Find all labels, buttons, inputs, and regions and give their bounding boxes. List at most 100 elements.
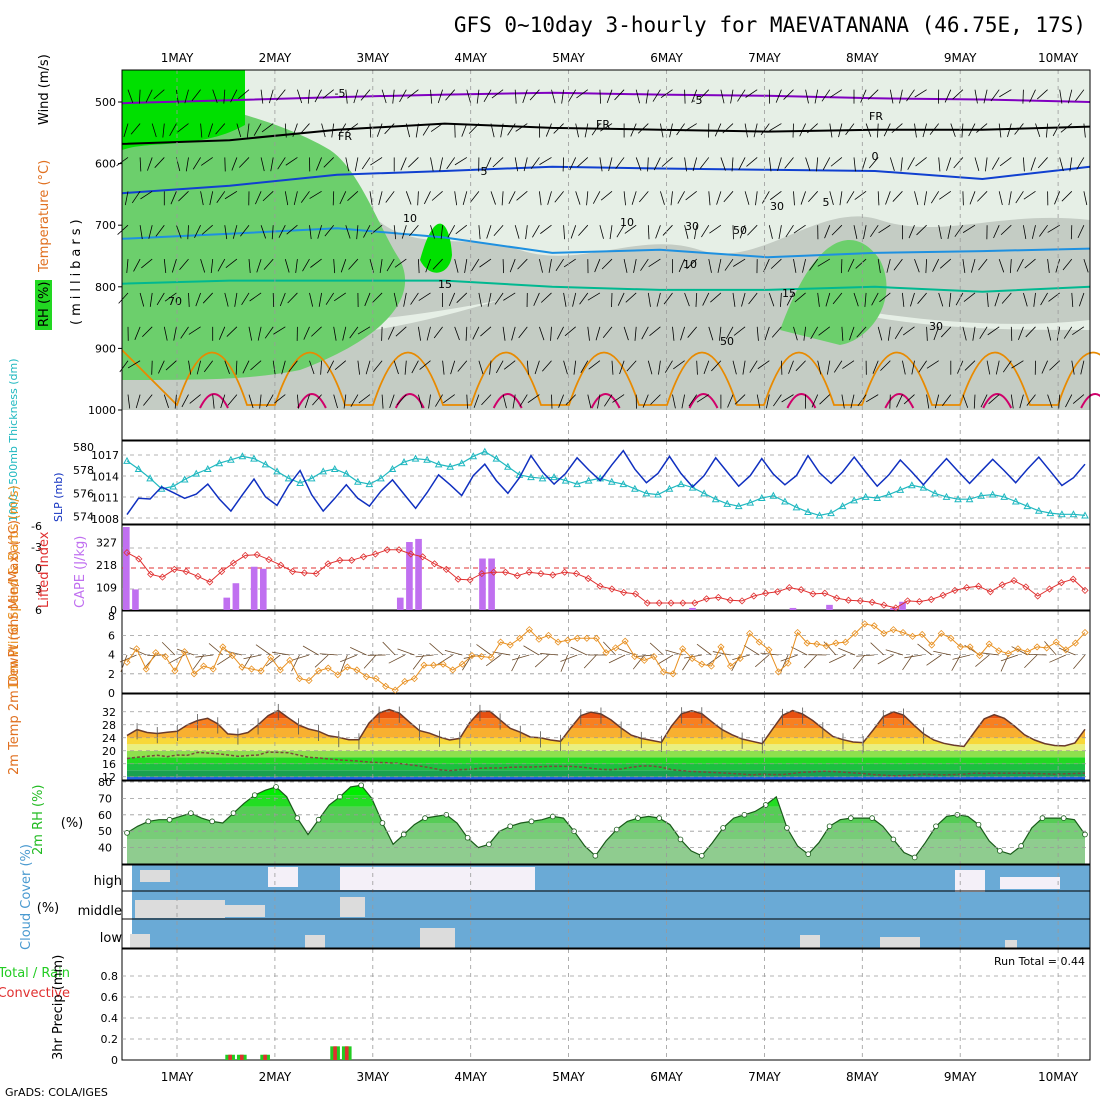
- wind-barb: [631, 191, 637, 205]
- wind-barb: [555, 258, 564, 272]
- wind-barb: [617, 292, 625, 306]
- wind-barb: [974, 157, 980, 172]
- thickness-point: [631, 484, 639, 492]
- wind-speed-point: [621, 637, 629, 645]
- wind-barb: [171, 258, 177, 273]
- cape-bar: [223, 597, 231, 610]
- wind-barb: [570, 225, 577, 239]
- wind-barb: [833, 360, 843, 373]
- wind-barb: [1008, 191, 1012, 206]
- wind-barb-10m: [314, 654, 329, 668]
- wind-barb: [1019, 394, 1024, 409]
- wind-barb: [231, 157, 238, 171]
- temp-band: [127, 776, 1085, 780]
- wind-barb: [1071, 360, 1075, 375]
- pressure-tick-label: 700: [95, 219, 116, 232]
- wind-barb: [655, 225, 661, 239]
- thickness-point: [504, 462, 512, 470]
- wind-barb: [134, 326, 141, 340]
- wind-barb: [771, 326, 782, 338]
- rh-point: [400, 831, 407, 838]
- thickness-point: [781, 497, 789, 505]
- wind-barb: [645, 89, 649, 104]
- wind-barb-10m: [463, 654, 482, 659]
- wind-barb: [602, 326, 613, 338]
- wind-barb: [481, 394, 492, 406]
- cloud-mid-light: [135, 900, 225, 918]
- wind-barb: [556, 326, 564, 340]
- wind-barb: [192, 157, 201, 170]
- wind-barb: [149, 292, 153, 307]
- cloud-clear: [268, 867, 298, 887]
- wind-barb: [732, 292, 736, 307]
- wind-barb: [1060, 123, 1073, 133]
- wind-barb: [268, 89, 274, 104]
- wind-barb-10m: [755, 654, 770, 668]
- wind-barb: [300, 191, 310, 203]
- cape-tick: 109: [96, 582, 117, 595]
- wind-barb: [899, 89, 903, 104]
- wind-barb: [203, 360, 214, 373]
- wind-barb: [238, 157, 250, 168]
- thickness-point: [654, 490, 662, 498]
- wind-barb: [742, 360, 746, 375]
- wind-barb: [887, 326, 891, 341]
- wind-barb: [587, 292, 601, 301]
- thickness-point: [931, 489, 939, 497]
- temp-tick: 16: [102, 758, 116, 771]
- wind-barb: [940, 326, 952, 338]
- wind-barb: [709, 224, 722, 234]
- wind-barb: [831, 224, 843, 236]
- wind-speed-point: [152, 649, 160, 657]
- wind-barb: [274, 394, 286, 404]
- rh-band: [127, 839, 1085, 864]
- wind-barb: [929, 123, 940, 135]
- contour-label: 50: [720, 335, 734, 348]
- thickness-point: [261, 460, 270, 468]
- wind-barb: [701, 224, 710, 238]
- wind-speed-point: [468, 651, 476, 660]
- wind-barb: [1058, 394, 1061, 409]
- lifted-index-point: [998, 581, 1006, 589]
- wind-barb: [1039, 224, 1048, 237]
- temp-contour-fr: [121, 122, 1091, 145]
- wind-barb: [1033, 292, 1036, 307]
- wind-barb: [673, 360, 685, 370]
- lifted-index-point: [833, 594, 841, 602]
- wind-barb: [720, 157, 726, 171]
- wind-barb: [926, 360, 939, 369]
- cape-bar: [826, 604, 833, 610]
- wind-barb: [1037, 157, 1048, 169]
- wind-barb: [154, 157, 165, 168]
- wind-speed-point: [784, 659, 792, 667]
- wind-speed-point: [525, 626, 533, 634]
- wind-barb: [428, 394, 431, 409]
- wind-speed-point: [861, 620, 869, 628]
- wind-barb: [431, 191, 443, 201]
- wind-speed-point: [947, 634, 955, 642]
- rh-point: [677, 836, 684, 843]
- lifted-index-point: [726, 596, 734, 604]
- cloud-low-light: [420, 928, 455, 948]
- wind-barb: [663, 292, 673, 305]
- wind-barb: [236, 123, 242, 138]
- cloud-cover-label: Cloud Cover (%): [19, 844, 34, 950]
- wind-barb: [170, 191, 177, 205]
- wind-barb: [201, 224, 213, 235]
- thickness-point: [977, 491, 985, 499]
- below-surface-band: [122, 410, 1090, 440]
- rh-tick: 60: [98, 809, 112, 822]
- wind-barb: [519, 394, 528, 407]
- wind-barb: [717, 258, 722, 273]
- wind-barb: [184, 89, 189, 104]
- wind-barb: [1071, 292, 1074, 307]
- wind-barb: [867, 89, 879, 100]
- wind-barb: [635, 157, 642, 171]
- wind-barb: [372, 360, 383, 372]
- wind-barb: [749, 360, 758, 373]
- wind-barb: [703, 360, 710, 375]
- date-label-bottom-7: 8MAY: [846, 1070, 879, 1084]
- rh-point: [145, 818, 152, 825]
- wind-barb: [637, 123, 649, 134]
